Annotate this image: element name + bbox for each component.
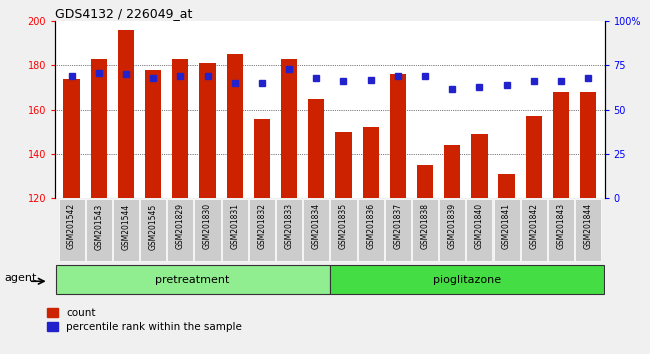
Bar bbox=[118, 30, 134, 198]
Bar bbox=[64, 79, 80, 198]
Text: GSM201836: GSM201836 bbox=[366, 203, 375, 250]
Bar bbox=[335, 132, 352, 198]
FancyBboxPatch shape bbox=[493, 199, 519, 261]
Text: GSM201545: GSM201545 bbox=[149, 203, 158, 250]
Bar bbox=[553, 92, 569, 198]
Text: pioglitazone: pioglitazone bbox=[433, 275, 501, 285]
FancyBboxPatch shape bbox=[330, 199, 356, 261]
Text: GSM201838: GSM201838 bbox=[421, 203, 430, 249]
Bar bbox=[308, 99, 324, 198]
Text: GSM201844: GSM201844 bbox=[584, 203, 593, 250]
Bar bbox=[390, 74, 406, 198]
Bar bbox=[444, 145, 460, 198]
Text: GSM201829: GSM201829 bbox=[176, 203, 185, 249]
Text: pretreatment: pretreatment bbox=[155, 275, 229, 285]
Text: GSM201835: GSM201835 bbox=[339, 203, 348, 250]
FancyBboxPatch shape bbox=[330, 266, 604, 294]
Text: GSM201834: GSM201834 bbox=[312, 203, 321, 250]
FancyBboxPatch shape bbox=[412, 199, 438, 261]
Bar bbox=[526, 116, 542, 198]
Bar bbox=[471, 134, 488, 198]
FancyBboxPatch shape bbox=[276, 199, 302, 261]
FancyBboxPatch shape bbox=[548, 199, 574, 261]
Text: GSM201831: GSM201831 bbox=[230, 203, 239, 249]
Bar bbox=[363, 127, 379, 198]
Text: GSM201830: GSM201830 bbox=[203, 203, 212, 250]
Text: GSM201542: GSM201542 bbox=[67, 203, 76, 250]
FancyBboxPatch shape bbox=[58, 199, 84, 261]
FancyBboxPatch shape bbox=[86, 199, 112, 261]
FancyBboxPatch shape bbox=[358, 199, 384, 261]
Legend: count, percentile rank within the sample: count, percentile rank within the sample bbox=[47, 308, 242, 332]
Text: GSM201833: GSM201833 bbox=[285, 203, 294, 250]
Text: GSM201841: GSM201841 bbox=[502, 203, 511, 249]
FancyBboxPatch shape bbox=[249, 199, 275, 261]
Bar bbox=[499, 174, 515, 198]
Bar bbox=[90, 59, 107, 198]
FancyBboxPatch shape bbox=[304, 199, 330, 261]
FancyBboxPatch shape bbox=[439, 199, 465, 261]
FancyBboxPatch shape bbox=[167, 199, 194, 261]
Bar bbox=[172, 59, 188, 198]
FancyBboxPatch shape bbox=[113, 199, 139, 261]
FancyBboxPatch shape bbox=[385, 199, 411, 261]
Text: GSM201842: GSM201842 bbox=[529, 203, 538, 249]
FancyBboxPatch shape bbox=[466, 199, 493, 261]
Text: agent: agent bbox=[5, 273, 37, 283]
Text: GSM201843: GSM201843 bbox=[556, 203, 566, 250]
Text: GSM201839: GSM201839 bbox=[448, 203, 457, 250]
Bar bbox=[281, 59, 297, 198]
FancyBboxPatch shape bbox=[140, 199, 166, 261]
Text: GSM201544: GSM201544 bbox=[122, 203, 131, 250]
Bar bbox=[227, 55, 243, 198]
Text: GDS4132 / 226049_at: GDS4132 / 226049_at bbox=[55, 7, 192, 20]
Text: GSM201837: GSM201837 bbox=[393, 203, 402, 250]
Text: GSM201543: GSM201543 bbox=[94, 203, 103, 250]
Bar bbox=[580, 92, 596, 198]
Bar bbox=[145, 70, 161, 198]
Text: GSM201840: GSM201840 bbox=[475, 203, 484, 250]
Bar bbox=[417, 165, 433, 198]
FancyBboxPatch shape bbox=[575, 199, 601, 261]
Text: GSM201832: GSM201832 bbox=[257, 203, 266, 249]
FancyBboxPatch shape bbox=[222, 199, 248, 261]
FancyBboxPatch shape bbox=[55, 266, 330, 294]
FancyBboxPatch shape bbox=[521, 199, 547, 261]
FancyBboxPatch shape bbox=[194, 199, 220, 261]
Bar bbox=[254, 119, 270, 198]
Bar bbox=[200, 63, 216, 198]
